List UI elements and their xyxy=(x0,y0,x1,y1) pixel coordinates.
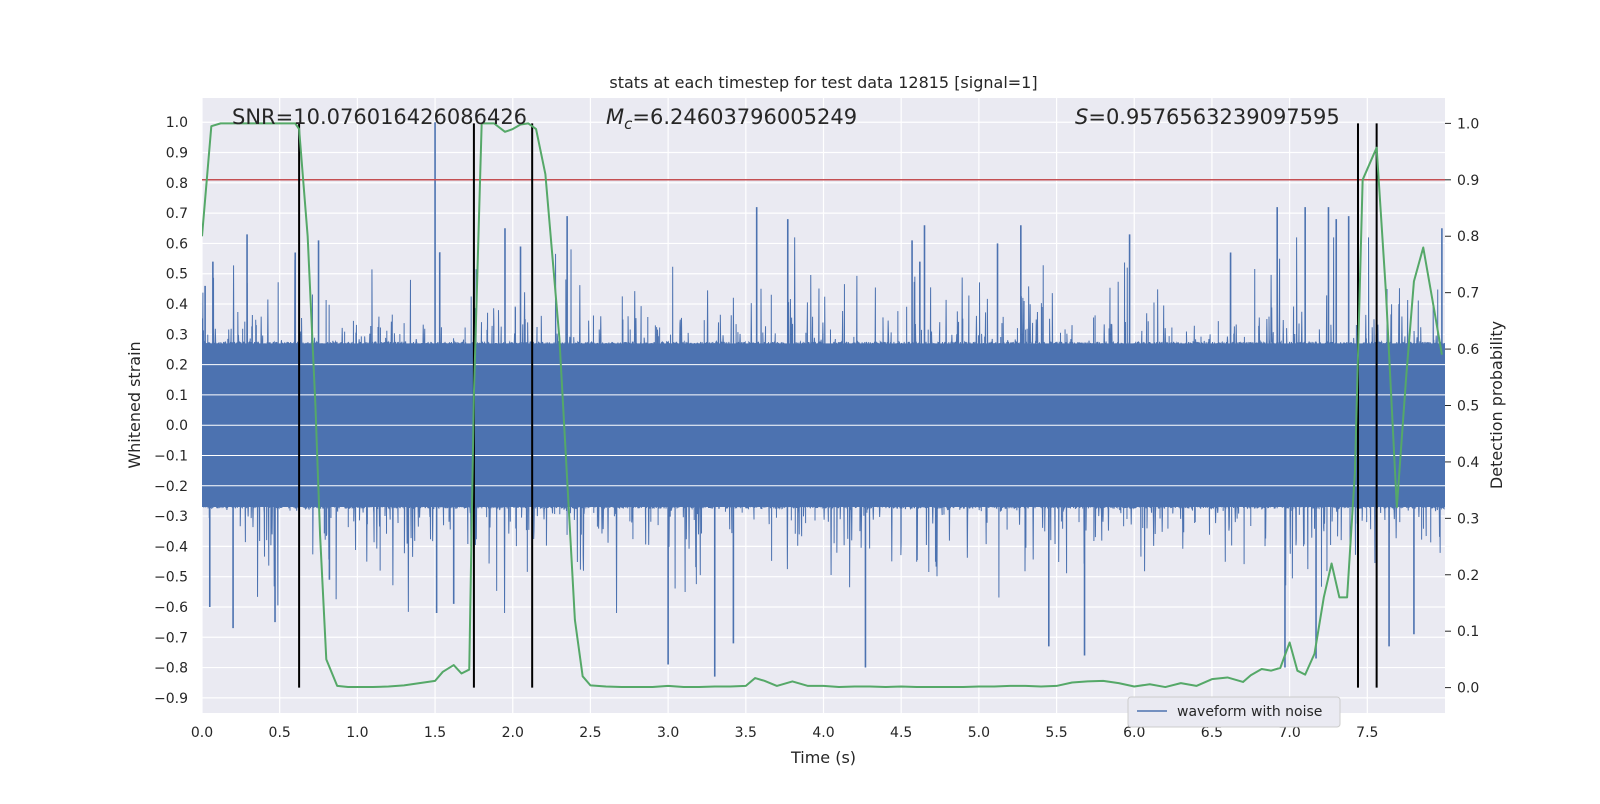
left-y-tick-label: 0.7 xyxy=(166,206,188,222)
x-tick-label: 2.5 xyxy=(579,725,601,741)
chirp-mass-annotation: Mc=6.24603796005249 xyxy=(606,105,857,133)
x-axis-label: Time (s) xyxy=(790,748,856,767)
right-y-tick-label: 0.1 xyxy=(1457,624,1479,640)
left-y-tick-label: 0.0 xyxy=(166,418,188,434)
x-tick-label: 7.0 xyxy=(1278,725,1300,741)
left-y-tick-label: 0.6 xyxy=(166,236,188,252)
right-y-tick-label: 1.0 xyxy=(1457,116,1479,132)
x-tick-label: 0.5 xyxy=(269,725,291,741)
left-y-tick-label: −0.9 xyxy=(154,691,188,707)
left-y-tick-label: 0.5 xyxy=(166,267,188,283)
left-y-axis-label: Whitened strain xyxy=(125,341,144,468)
right-y-tick-label: 0.2 xyxy=(1457,568,1479,584)
right-y-tick-label: 0.9 xyxy=(1457,173,1479,189)
waveform-spikes xyxy=(202,122,1445,677)
left-y-tick-label: 0.8 xyxy=(166,176,188,192)
left-y-tick-label: −0.5 xyxy=(154,570,188,586)
x-tick-label: 3.5 xyxy=(735,725,757,741)
left-y-tick-label: −0.6 xyxy=(154,600,188,616)
x-tick-label: 1.0 xyxy=(346,725,368,741)
right-y-tick-label: 0.7 xyxy=(1457,286,1479,302)
left-y-tick-label: 0.3 xyxy=(166,327,188,343)
s-symbol: S xyxy=(1075,105,1088,129)
s-value: =0.9576563239097595 xyxy=(1088,105,1339,129)
right-y-tick-label: 0.8 xyxy=(1457,229,1479,245)
left-y-tick-label: 0.4 xyxy=(166,297,188,313)
right-y-tick-label: 0.3 xyxy=(1457,511,1479,527)
x-tick-label: 4.5 xyxy=(890,725,912,741)
right-y-tick-label: 0.0 xyxy=(1457,681,1479,697)
left-y-tick-label: −0.4 xyxy=(154,539,188,555)
x-tick-label: 5.5 xyxy=(1045,725,1067,741)
left-y-tick-label: 0.9 xyxy=(166,146,188,162)
x-tick-label: 4.0 xyxy=(812,725,834,741)
left-y-tick-label: −0.7 xyxy=(154,630,188,646)
x-tick-label: 6.0 xyxy=(1123,725,1145,741)
x-tick-label: 2.0 xyxy=(502,725,524,741)
x-tick-label: 7.5 xyxy=(1356,725,1378,741)
chirp-mass-value: =6.24603796005249 xyxy=(632,105,857,129)
chart-title: stats at each timestep for test data 128… xyxy=(609,73,1037,92)
right-y-tick-label: 0.5 xyxy=(1457,399,1479,415)
legend-box xyxy=(1127,696,1341,728)
right-y-tick-label: 0.4 xyxy=(1457,455,1479,471)
left-y-tick-label: −0.2 xyxy=(154,479,188,495)
right-y-axis-label: Detection probability xyxy=(1487,321,1506,489)
left-y-tick-label: 1.0 xyxy=(166,115,188,131)
detection-markers xyxy=(298,123,1378,688)
x-tick-label: 3.0 xyxy=(657,725,679,741)
left-y-tick-label: 0.2 xyxy=(166,358,188,374)
left-y-tick-label: −0.3 xyxy=(154,509,188,525)
snr-annotation: SNR=10.076016426086426 xyxy=(232,105,527,129)
legend: waveform with noise xyxy=(1127,696,1341,728)
waveform-with-noise-series xyxy=(202,122,1445,677)
overlay-layer xyxy=(202,122,1445,689)
chirp-mass-symbol: M xyxy=(606,105,624,129)
x-tick-label: 1.5 xyxy=(424,725,446,741)
chirp-mass-subscript: c xyxy=(624,115,633,133)
s-annotation: S=0.9576563239097595 xyxy=(1075,105,1340,129)
legend-label: waveform with noise xyxy=(1177,704,1322,720)
x-axis-ticks: 0.0 0.5 1.0 1.5 2.0 2.5 3.0 3.5 4.0 4.5 5.0 5.5 6.0 6… xyxy=(191,725,1379,741)
x-tick-label: 0.0 xyxy=(191,725,213,741)
right-y-axis-ticks: 1.0 0.9 0.8 0.7 0.6 0.5 0.4 0.3 0.2 0.1 0.0 xyxy=(1445,116,1479,697)
left-y-tick-label: −0.8 xyxy=(154,661,188,677)
left-y-tick-label: −0.1 xyxy=(154,448,188,464)
x-tick-label: 5.0 xyxy=(968,725,990,741)
detection-probability-line xyxy=(202,122,1443,689)
x-tick-label: 6.5 xyxy=(1201,725,1223,741)
right-y-tick-label: 0.6 xyxy=(1457,342,1479,358)
left-y-tick-label: 0.1 xyxy=(166,388,188,404)
left-y-axis-ticks: 1.0 0.9 0.8 0.7 0.6 0.5 0.4 0.3 0.2 0.1 0.0 −0.1 −0.… xyxy=(154,115,188,707)
